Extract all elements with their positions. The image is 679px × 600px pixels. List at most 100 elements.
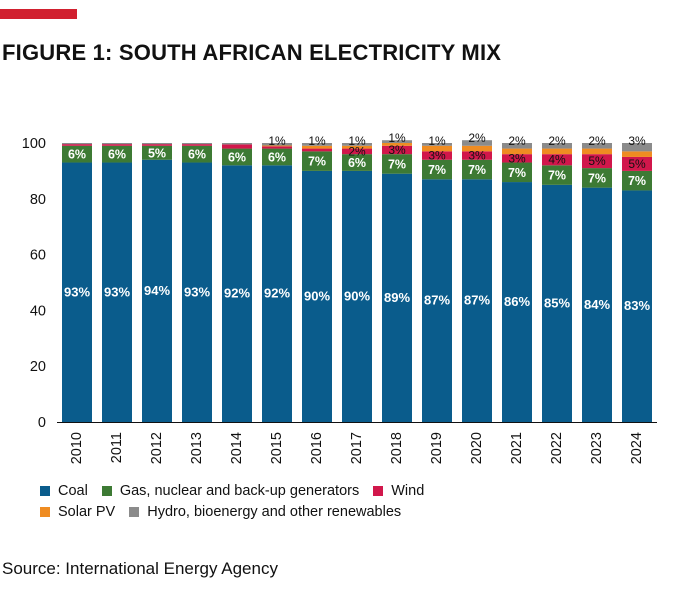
bar-segment (302, 145, 332, 149)
x-tick-label: 2010 (69, 432, 85, 464)
data-label: 7% (628, 174, 646, 188)
x-tick-label: 2024 (629, 432, 645, 464)
y-tick-label: 40 (30, 303, 46, 319)
data-label: 4% (548, 153, 566, 167)
bar-segment (182, 143, 212, 145)
legend-item-solar: Solar PV (40, 504, 115, 520)
bar-segment (382, 154, 412, 174)
data-label: 6% (348, 156, 366, 170)
x-tick-label: 2019 (429, 432, 445, 464)
bar-segment (342, 148, 372, 155)
bar-segment (142, 144, 172, 146)
legend-swatch-coal (40, 485, 50, 496)
y-tick-label: 100 (22, 136, 46, 152)
data-label: 2% (588, 134, 606, 148)
data-label: 3% (508, 151, 526, 165)
bar-segment (182, 144, 212, 146)
data-label: 3% (628, 134, 646, 148)
bar-segment (422, 143, 452, 146)
data-label: 92% (224, 286, 250, 301)
legend-swatch-hydro (129, 506, 140, 517)
x-tick-label: 2023 (589, 432, 605, 464)
bar-segment (462, 145, 492, 152)
x-tick-label: 2013 (189, 432, 205, 464)
bar-segment (622, 151, 652, 157)
x-tick-label: 2012 (149, 432, 165, 464)
legend-row-2: Solar PV Hydro, bioenergy and other rene… (40, 501, 438, 522)
bar-segment (302, 170, 332, 422)
bar-segment (622, 143, 652, 152)
source-note: Source: International Energy Agency (2, 559, 278, 578)
bar-segment (342, 154, 372, 171)
bar-segment (622, 156, 652, 171)
data-label: 3% (428, 149, 446, 163)
data-label: 85% (544, 295, 570, 310)
legend-label-coal: Coal (58, 482, 88, 499)
bar-segment (262, 146, 292, 149)
data-label: 6% (228, 150, 246, 164)
accent-bar (0, 9, 77, 19)
data-label: 7% (428, 163, 446, 177)
bar-segment (342, 143, 372, 146)
data-label: 7% (468, 163, 486, 177)
x-tick-label: 2014 (229, 432, 245, 464)
bar-segment (142, 145, 172, 160)
bar-segment (582, 154, 612, 169)
data-label: 7% (308, 155, 326, 169)
data-label: 87% (424, 293, 450, 308)
x-tick-label: 2020 (469, 432, 485, 464)
bar-segment (422, 145, 452, 152)
bar-segment (382, 173, 412, 422)
bar-segment (382, 140, 412, 143)
bar-segment (542, 184, 572, 422)
data-label: 6% (68, 148, 86, 162)
y-tick-label: 0 (38, 415, 46, 431)
bar-segment (182, 162, 212, 422)
data-label: 93% (64, 284, 90, 299)
bar-segment (502, 182, 532, 422)
bar-segment (382, 145, 412, 155)
bar-segment (62, 162, 92, 422)
bar-segment (102, 144, 132, 146)
bar-segment (182, 145, 212, 163)
bar-segment (382, 143, 412, 146)
data-label: 2% (468, 131, 486, 145)
data-label: 1% (348, 134, 366, 148)
data-label: 6% (268, 150, 286, 164)
data-label: 83% (624, 298, 650, 313)
bar-segment (102, 162, 132, 422)
legend-swatch-solar (40, 506, 50, 517)
bar-segment (302, 148, 332, 152)
bar-segment (302, 143, 332, 146)
bar-segment (262, 148, 292, 166)
data-label: 5% (588, 154, 606, 168)
x-tick-label: 2011 (109, 432, 125, 463)
bar-segment (462, 159, 492, 180)
bar-segment (622, 170, 652, 191)
data-label: 90% (344, 288, 370, 303)
x-tick-label: 2018 (389, 432, 405, 464)
bar-segment (222, 148, 252, 166)
bar-segment (342, 170, 372, 422)
data-label: 89% (384, 290, 410, 305)
data-label: 5% (628, 157, 646, 171)
data-label: 7% (548, 169, 566, 183)
x-tick-label: 2021 (509, 432, 525, 464)
bar-segment (542, 154, 572, 166)
bar-segment (502, 162, 532, 183)
bar-segment (582, 187, 612, 422)
legend-label-wind: Wind (391, 482, 425, 499)
bar-segment (622, 190, 652, 422)
bar-segment (102, 143, 132, 145)
data-label: 6% (108, 148, 126, 162)
data-label: 92% (264, 286, 290, 301)
bar-segment (62, 143, 92, 145)
legend: Coal Gas, nuclear and back-up generators… (40, 480, 438, 522)
legend-item-hydro: Hydro, bioenergy and other renewables (129, 504, 401, 520)
bar-segment (502, 143, 532, 149)
x-tick-label: 2017 (349, 432, 365, 464)
bar-segment (222, 144, 252, 149)
data-label: 7% (588, 171, 606, 185)
data-label: 2% (548, 134, 566, 148)
